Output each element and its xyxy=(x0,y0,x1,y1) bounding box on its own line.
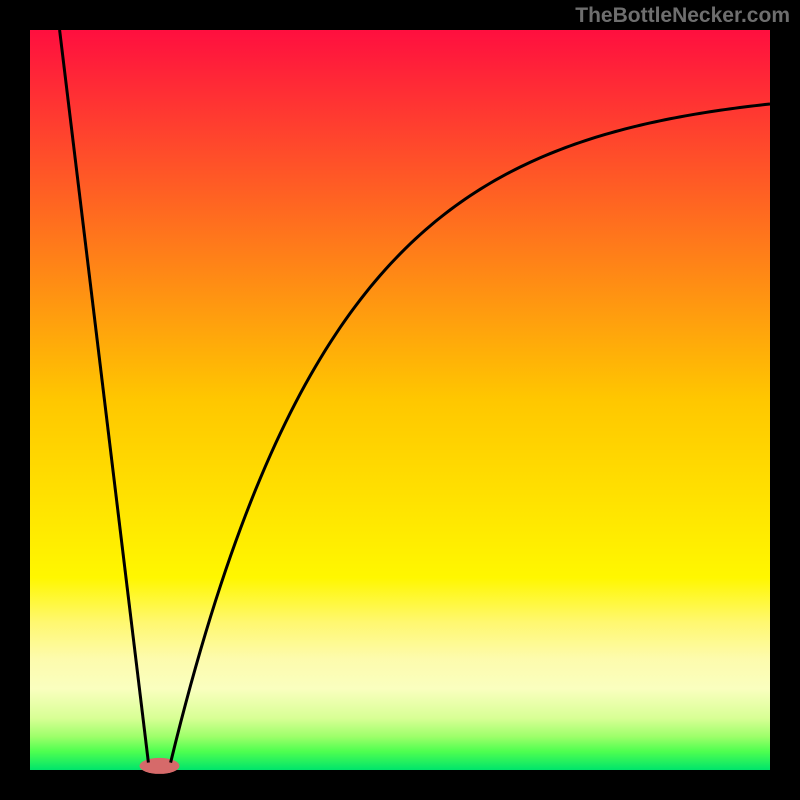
chart-container: TheBottleNecker.com xyxy=(0,0,800,800)
target-marker xyxy=(140,758,180,774)
bottleneck-chart xyxy=(0,0,800,800)
watermark-text: TheBottleNecker.com xyxy=(575,4,790,28)
plot-background xyxy=(30,30,770,770)
